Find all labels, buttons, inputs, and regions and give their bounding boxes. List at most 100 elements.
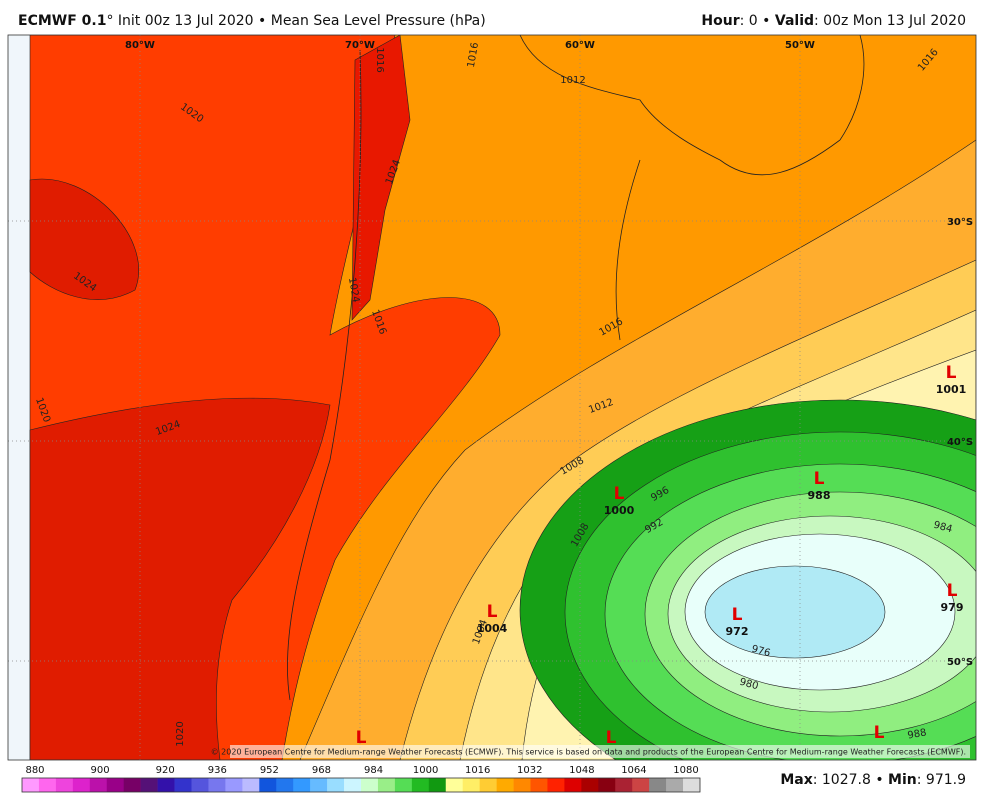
colorbar-swatch	[55, 778, 74, 792]
colorbar-swatch	[276, 778, 294, 792]
low-marker: L	[814, 469, 825, 489]
colorbar-swatch	[344, 778, 362, 792]
colorbar-swatch	[445, 778, 463, 792]
low-marker: L	[732, 605, 743, 625]
colorbar-label: 920	[156, 765, 175, 776]
lat-label: 30°S	[947, 217, 973, 228]
colorbar-swatch	[411, 778, 430, 792]
colorbar-label: 936	[208, 765, 227, 776]
colorbar-swatch	[242, 778, 260, 792]
valid-rest: : 00z Mon 13 Jul 2020	[814, 13, 966, 29]
colorbar-swatch	[157, 778, 175, 792]
colorbar-swatch	[615, 778, 633, 792]
colorbar-swatch	[72, 778, 91, 792]
colorbar-swatch	[666, 778, 684, 792]
colorbar-swatch	[106, 778, 124, 792]
colorbar-swatch	[293, 778, 311, 792]
low-value: 979	[941, 601, 964, 614]
colorbar-label: 1080	[673, 765, 698, 776]
header-right: Hour: 0 • Valid: 00z Mon 13 Jul 2020	[701, 13, 966, 29]
colorbar-swatch	[581, 778, 599, 792]
low-marker: L	[606, 728, 617, 748]
header-left: ECMWF 0.1° Init 00z 13 Jul 2020 • Mean S…	[18, 13, 486, 29]
max-rest: : 1027.8 •	[813, 772, 888, 788]
colorbar-swatch	[208, 778, 226, 792]
field	[29, 397, 331, 760]
colorbar-label: 1016	[465, 765, 490, 776]
colorbar-swatch	[530, 778, 548, 792]
contour-label: 1012	[560, 75, 585, 86]
colorbar-swatch	[496, 778, 514, 792]
contour-label: 976	[750, 644, 771, 660]
colorbar-swatch	[123, 778, 141, 792]
colorbar-swatch	[225, 778, 243, 792]
colorbar-swatch	[174, 778, 192, 792]
copyright: © 2020 European Centre for Medium-range …	[211, 748, 966, 757]
hour-rest: : 0 •	[740, 13, 775, 29]
colorbar-swatch	[377, 778, 396, 792]
title-rest: ° Init 00z 13 Jul 2020 • Mean Sea Level …	[106, 13, 485, 29]
colorbar-label: 1000	[413, 765, 438, 776]
low-marker: L	[947, 581, 958, 601]
low-marker: L	[487, 602, 498, 622]
colorbar-swatch	[683, 778, 701, 792]
low-value: 988	[808, 489, 831, 502]
colorbar-swatch	[632, 778, 650, 792]
low-marker: L	[356, 728, 367, 748]
low-value: 1004	[477, 622, 508, 635]
hour-label: Hour	[701, 13, 739, 29]
lat-label: 40°S	[947, 437, 973, 448]
colorbar-swatch	[462, 778, 480, 792]
colorbar-label: 900	[91, 765, 110, 776]
field	[351, 35, 411, 321]
contour-label: 988	[907, 727, 928, 741]
colorbar-swatch	[547, 778, 565, 792]
min-label: Min	[888, 772, 917, 788]
colorbar-swatch	[191, 778, 209, 792]
colorbar-label: 880	[25, 765, 44, 776]
low-value: 1001	[936, 383, 967, 396]
colorbar-swatch	[479, 778, 497, 792]
lon-label: 60°W	[565, 40, 595, 51]
low-marker: L	[946, 363, 957, 383]
lon-label: 50°W	[785, 40, 815, 51]
field	[29, 178, 139, 300]
title: ECMWF 0.1	[18, 13, 106, 29]
low-marker: L	[874, 723, 885, 743]
colorbar-swatch	[564, 778, 582, 792]
colorbar-swatch	[598, 778, 616, 792]
coastline	[287, 35, 865, 701]
colorbar-swatch	[327, 778, 345, 792]
contour-label: 1016	[466, 42, 481, 69]
low-value: 972	[726, 625, 749, 638]
contour-label: 1024	[346, 277, 361, 304]
colorbar-label: 968	[312, 765, 331, 776]
map: 80°W 70°W 60°W 50°W30°S40°S50°S102010241020…	[8, 35, 976, 760]
contour-label: 1020	[175, 721, 186, 746]
colorbar-swatch	[361, 778, 379, 792]
min-rest: : 971.9	[917, 772, 966, 788]
colorbar-swatch	[513, 778, 531, 792]
colorbar-label: 1032	[517, 765, 542, 776]
colorbar-swatch	[394, 778, 413, 792]
contour-label: 980	[738, 677, 759, 693]
low-marker: L	[614, 484, 625, 504]
colorbar-swatch	[259, 778, 277, 792]
contour-label: 984	[932, 520, 953, 536]
colorbar-swatch	[38, 778, 57, 792]
map-frame	[7, 34, 977, 761]
valid-label: Valid	[775, 13, 814, 29]
colorbar-swatch	[649, 778, 667, 792]
lat-label: 50°S	[947, 657, 973, 668]
colorbar-label: 984	[364, 765, 383, 776]
colorbar-swatch	[89, 778, 108, 792]
colorbar-swatch	[428, 778, 447, 792]
colorbar-frame	[21, 777, 701, 793]
colorbar-label: 952	[260, 765, 279, 776]
contour-label: 1016	[374, 47, 385, 72]
colorbar-swatch	[140, 778, 158, 792]
colorbar-swatch	[22, 778, 40, 792]
colorbar-label: 1048	[569, 765, 594, 776]
